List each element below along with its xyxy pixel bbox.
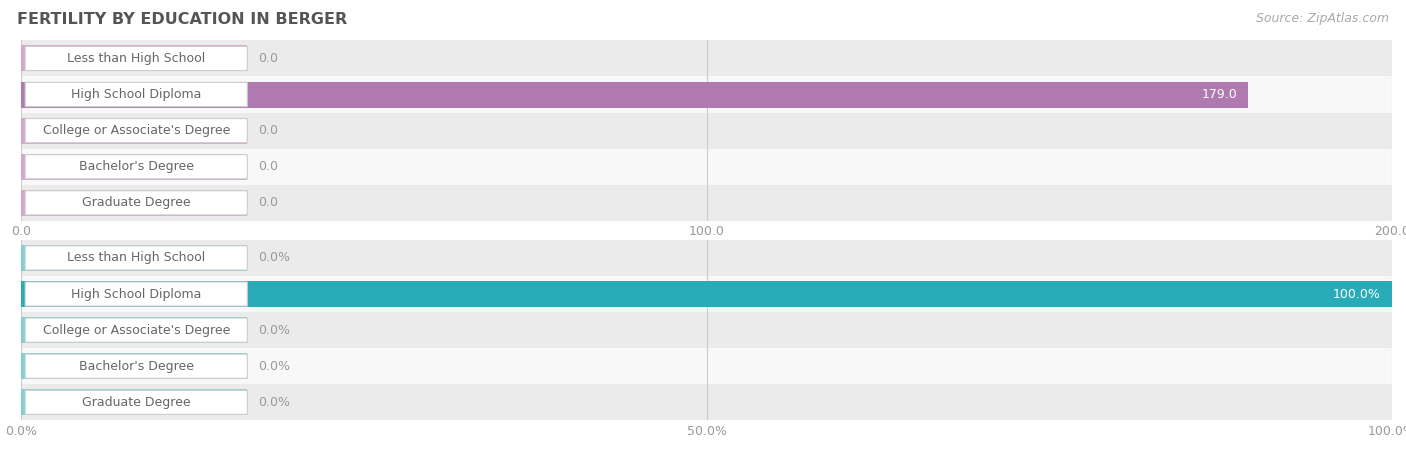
Text: College or Associate's Degree: College or Associate's Degree [42, 124, 231, 137]
FancyBboxPatch shape [25, 246, 247, 270]
Bar [21, 276, 1392, 312]
Text: 0.0%: 0.0% [259, 323, 290, 337]
Text: College or Associate's Degree: College or Associate's Degree [42, 323, 231, 337]
Text: 0.0%: 0.0% [259, 360, 290, 373]
FancyBboxPatch shape [25, 318, 247, 342]
FancyBboxPatch shape [25, 47, 247, 70]
Text: FERTILITY BY EDUCATION IN BERGER: FERTILITY BY EDUCATION IN BERGER [17, 12, 347, 27]
FancyBboxPatch shape [25, 191, 247, 215]
Text: High School Diploma: High School Diploma [72, 287, 201, 301]
Text: 0.0: 0.0 [259, 124, 278, 137]
Bar [21, 76, 1392, 113]
Text: 0.0%: 0.0% [259, 396, 290, 409]
Text: Bachelor's Degree: Bachelor's Degree [79, 160, 194, 173]
Bar [21, 348, 1392, 384]
Bar [21, 240, 1392, 276]
Bar [21, 154, 247, 180]
Bar [21, 281, 1392, 307]
Bar [21, 384, 1392, 420]
Text: Graduate Degree: Graduate Degree [82, 396, 191, 409]
Bar [21, 40, 1392, 76]
Bar [21, 190, 247, 216]
Text: 0.0: 0.0 [259, 196, 278, 209]
FancyBboxPatch shape [25, 390, 247, 414]
Text: Bachelor's Degree: Bachelor's Degree [79, 360, 194, 373]
Bar [21, 317, 247, 343]
Bar [21, 149, 1392, 185]
Bar [21, 245, 247, 271]
FancyBboxPatch shape [25, 83, 247, 106]
Bar [21, 185, 1392, 221]
Text: Less than High School: Less than High School [67, 251, 205, 265]
FancyBboxPatch shape [25, 119, 247, 142]
Bar [21, 390, 247, 415]
Bar [21, 353, 247, 379]
Bar [21, 113, 1392, 149]
FancyBboxPatch shape [25, 282, 247, 306]
FancyBboxPatch shape [25, 354, 247, 378]
Text: High School Diploma: High School Diploma [72, 88, 201, 101]
Text: Less than High School: Less than High School [67, 52, 205, 65]
Text: Source: ZipAtlas.com: Source: ZipAtlas.com [1256, 12, 1389, 25]
Bar [21, 118, 247, 143]
Bar [21, 82, 1249, 107]
Bar [21, 312, 1392, 348]
Text: 0.0%: 0.0% [259, 251, 290, 265]
Text: 0.0: 0.0 [259, 52, 278, 65]
Text: 100.0%: 100.0% [1333, 287, 1381, 301]
FancyBboxPatch shape [25, 155, 247, 179]
Text: 179.0: 179.0 [1201, 88, 1237, 101]
Text: 0.0: 0.0 [259, 160, 278, 173]
Bar [21, 46, 247, 71]
Text: Graduate Degree: Graduate Degree [82, 196, 191, 209]
